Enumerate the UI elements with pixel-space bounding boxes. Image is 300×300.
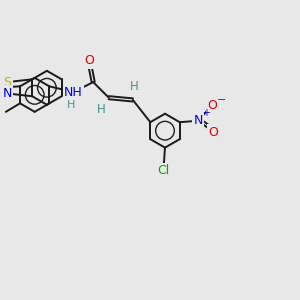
Text: S: S (3, 76, 11, 88)
Text: H: H (97, 103, 106, 116)
Text: O: O (207, 99, 217, 112)
Text: H: H (130, 80, 139, 93)
Text: −: − (217, 95, 226, 105)
Text: O: O (209, 126, 219, 139)
Text: N: N (194, 114, 203, 127)
Text: Cl: Cl (158, 164, 170, 177)
Text: +: + (202, 108, 210, 118)
Text: N: N (3, 87, 12, 100)
Text: NH: NH (64, 85, 83, 98)
Text: H: H (66, 100, 75, 110)
Text: O: O (84, 54, 94, 68)
